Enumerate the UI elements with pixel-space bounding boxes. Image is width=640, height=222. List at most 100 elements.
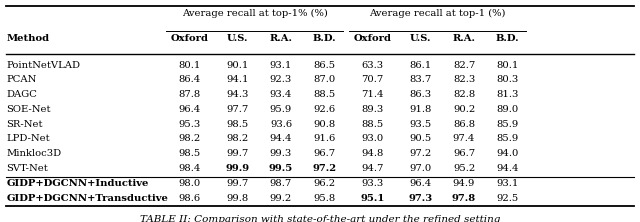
Text: 94.9: 94.9 <box>453 179 475 188</box>
Text: 89.0: 89.0 <box>497 105 518 114</box>
Text: 97.2: 97.2 <box>410 149 431 158</box>
Text: B.D.: B.D. <box>496 34 519 43</box>
Text: 82.3: 82.3 <box>453 75 475 84</box>
Text: 86.3: 86.3 <box>410 90 431 99</box>
Text: 96.2: 96.2 <box>314 179 335 188</box>
Text: 94.0: 94.0 <box>497 149 518 158</box>
Text: Oxford: Oxford <box>353 34 392 43</box>
Text: 98.2: 98.2 <box>179 135 200 143</box>
Text: 92.6: 92.6 <box>314 105 335 114</box>
Text: 89.3: 89.3 <box>362 105 383 114</box>
Text: U.S.: U.S. <box>410 34 431 43</box>
Text: 94.3: 94.3 <box>227 90 248 99</box>
Text: 71.4: 71.4 <box>361 90 384 99</box>
Text: 97.0: 97.0 <box>410 164 431 173</box>
Text: PointNetVLAD: PointNetVLAD <box>6 61 81 69</box>
Text: 96.7: 96.7 <box>314 149 335 158</box>
Text: 96.4: 96.4 <box>179 105 200 114</box>
Text: 99.8: 99.8 <box>227 194 248 203</box>
Text: LPD-Net: LPD-Net <box>6 135 50 143</box>
Text: Average recall at top-1 (%): Average recall at top-1 (%) <box>369 9 506 18</box>
Text: 97.4: 97.4 <box>453 135 475 143</box>
Text: 85.9: 85.9 <box>497 135 518 143</box>
Text: 99.7: 99.7 <box>227 149 248 158</box>
Text: 93.3: 93.3 <box>362 179 383 188</box>
Text: 88.5: 88.5 <box>362 120 383 129</box>
Text: PCAN: PCAN <box>6 75 36 84</box>
Text: 98.5: 98.5 <box>227 120 248 129</box>
Text: 93.1: 93.1 <box>497 179 518 188</box>
Text: GIDP+DGCNN+Inductive: GIDP+DGCNN+Inductive <box>6 179 148 188</box>
Text: 99.7: 99.7 <box>227 179 248 188</box>
Text: 87.8: 87.8 <box>179 90 200 99</box>
Text: 95.1: 95.1 <box>360 194 385 203</box>
Text: 98.7: 98.7 <box>270 179 292 188</box>
Text: SOE-Net: SOE-Net <box>6 105 51 114</box>
Text: 86.4: 86.4 <box>179 75 200 84</box>
Text: SVT-Net: SVT-Net <box>6 164 48 173</box>
Text: GIDP+DGCNN+Transductive: GIDP+DGCNN+Transductive <box>6 194 168 203</box>
Text: 93.0: 93.0 <box>362 135 383 143</box>
Text: 82.7: 82.7 <box>453 61 475 69</box>
Text: 82.8: 82.8 <box>453 90 475 99</box>
Text: 97.2: 97.2 <box>312 164 337 173</box>
Text: 93.5: 93.5 <box>410 120 431 129</box>
Text: 93.1: 93.1 <box>270 61 292 69</box>
Text: 91.8: 91.8 <box>410 105 431 114</box>
Text: 99.5: 99.5 <box>269 164 293 173</box>
Text: TABLE II: Comparison with state-of-the-art under the refined setting: TABLE II: Comparison with state-of-the-a… <box>140 214 500 222</box>
Text: Oxford: Oxford <box>170 34 209 43</box>
Text: 98.5: 98.5 <box>179 149 200 158</box>
Text: 90.8: 90.8 <box>314 120 335 129</box>
Text: 87.0: 87.0 <box>314 75 335 84</box>
Text: 80.1: 80.1 <box>179 61 200 69</box>
Text: 96.4: 96.4 <box>410 179 431 188</box>
Text: 94.7: 94.7 <box>362 164 383 173</box>
Text: 94.4: 94.4 <box>269 135 292 143</box>
Text: DAGC: DAGC <box>6 90 37 99</box>
Text: 99.3: 99.3 <box>270 149 292 158</box>
Text: Average recall at top-1% (%): Average recall at top-1% (%) <box>182 9 328 18</box>
Text: 95.8: 95.8 <box>314 194 335 203</box>
Text: 98.6: 98.6 <box>179 194 200 203</box>
Text: 99.9: 99.9 <box>225 164 250 173</box>
Text: 98.2: 98.2 <box>227 135 248 143</box>
Text: SR-Net: SR-Net <box>6 120 43 129</box>
Text: 93.4: 93.4 <box>270 90 292 99</box>
Text: 86.8: 86.8 <box>453 120 475 129</box>
Text: R.A.: R.A. <box>452 34 476 43</box>
Text: 97.7: 97.7 <box>227 105 248 114</box>
Text: Method: Method <box>6 34 49 43</box>
Text: Minkloc3D: Minkloc3D <box>6 149 61 158</box>
Text: 96.7: 96.7 <box>453 149 475 158</box>
Text: 85.9: 85.9 <box>497 120 518 129</box>
Text: 80.3: 80.3 <box>497 75 518 84</box>
Text: 90.1: 90.1 <box>227 61 248 69</box>
Text: 86.5: 86.5 <box>314 61 335 69</box>
Text: 98.4: 98.4 <box>179 164 200 173</box>
Text: 90.5: 90.5 <box>410 135 431 143</box>
Text: 97.8: 97.8 <box>452 194 476 203</box>
Text: 86.1: 86.1 <box>410 61 431 69</box>
Text: 63.3: 63.3 <box>362 61 383 69</box>
Text: U.S.: U.S. <box>227 34 248 43</box>
Text: 94.8: 94.8 <box>362 149 383 158</box>
Text: R.A.: R.A. <box>269 34 292 43</box>
Text: 95.9: 95.9 <box>270 105 292 114</box>
Text: 93.6: 93.6 <box>270 120 292 129</box>
Text: 95.2: 95.2 <box>453 164 475 173</box>
Text: 91.6: 91.6 <box>314 135 335 143</box>
Text: 97.3: 97.3 <box>408 194 433 203</box>
Text: 83.7: 83.7 <box>410 75 431 84</box>
Text: 90.2: 90.2 <box>453 105 475 114</box>
Text: 94.4: 94.4 <box>496 164 519 173</box>
Text: B.D.: B.D. <box>313 34 336 43</box>
Text: 98.0: 98.0 <box>179 179 200 188</box>
Text: 81.3: 81.3 <box>497 90 518 99</box>
Text: 95.3: 95.3 <box>179 120 200 129</box>
Text: 94.1: 94.1 <box>226 75 249 84</box>
Text: 92.5: 92.5 <box>497 194 518 203</box>
Text: 70.7: 70.7 <box>362 75 383 84</box>
Text: 88.5: 88.5 <box>314 90 335 99</box>
Text: 92.3: 92.3 <box>270 75 292 84</box>
